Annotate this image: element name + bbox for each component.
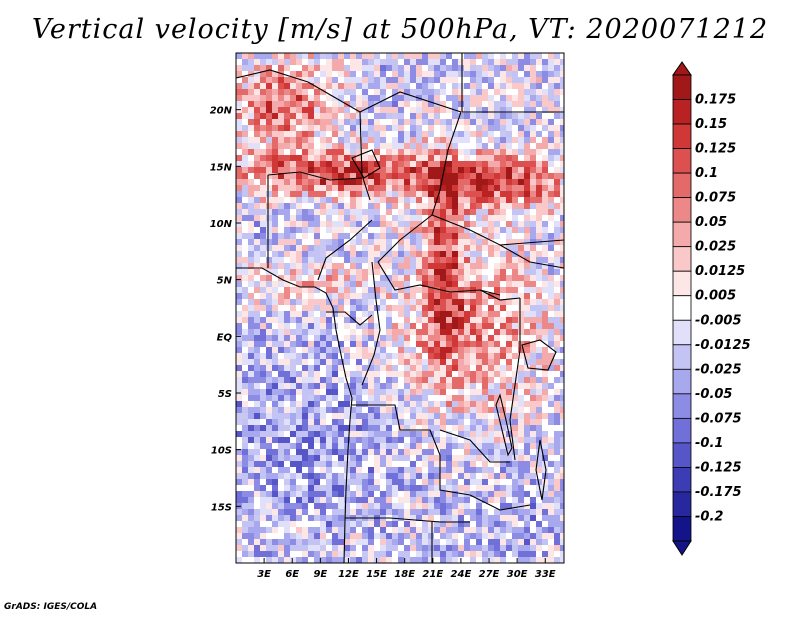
x-tick-label: 24E xyxy=(451,569,472,580)
border-cameroon-nigeria xyxy=(317,219,373,281)
x-tick-label: 30E xyxy=(507,569,528,580)
colorbar-label: 0.025 xyxy=(695,240,736,255)
colorbar-segment xyxy=(672,442,692,468)
x-tick-label: 33E xyxy=(535,569,556,580)
border-sudan-chad xyxy=(431,111,462,216)
x-tick-label: 3E xyxy=(257,569,271,580)
colorbar-segment xyxy=(672,467,692,493)
y-tick-label: 20N xyxy=(210,106,233,117)
border-chad-car xyxy=(377,214,433,263)
colorbar-segment xyxy=(672,417,692,444)
colorbar-label: -0.175 xyxy=(695,485,742,500)
colorbar-label: -0.075 xyxy=(695,411,742,426)
border-zambia-zimbabwe xyxy=(469,494,531,511)
x-tick-label: 12E xyxy=(338,569,359,580)
border-congo-drc xyxy=(361,261,381,386)
colorbar-label: 0.0125 xyxy=(695,264,745,279)
colorbar-segment xyxy=(672,319,692,346)
colorbar-segment xyxy=(672,74,692,100)
chart-title: Vertical velocity [m/s] at 500hPa, VT: 2… xyxy=(31,14,769,45)
border-algeria-niger xyxy=(236,69,309,83)
colorbar-label: -0.1 xyxy=(695,436,723,451)
colorbar-label: -0.005 xyxy=(695,313,742,328)
border-angola-namibia xyxy=(345,517,470,523)
colorbar-min-arrow xyxy=(672,540,692,556)
colorbar-label: -0.025 xyxy=(695,362,742,377)
grads-credit: GrADS: IGES/COLA xyxy=(4,602,98,612)
velocity-field xyxy=(236,53,564,563)
x-tick-label: 6E xyxy=(285,569,299,580)
colorbar-segment xyxy=(672,172,692,199)
colorbar-label: 0.1 xyxy=(695,166,718,181)
border-drc-southsudan xyxy=(479,289,521,301)
colorbar-label: 0.15 xyxy=(695,117,727,132)
map-frame xyxy=(235,52,565,564)
x-tick-label: 18E xyxy=(394,569,415,580)
y-axis-ticks: 20N 15N 10N 5N EQ 5S 10S 15S xyxy=(210,106,241,513)
colorbar-segment xyxy=(672,344,692,370)
colorbar-segment xyxy=(672,368,692,395)
x-tick-label: 15E xyxy=(366,569,387,580)
y-tick-label: 15S xyxy=(211,502,232,513)
colorbar-segment xyxy=(672,221,692,248)
border-gabon-congo xyxy=(326,311,373,326)
colorbar-label: 0.075 xyxy=(695,191,736,206)
x-axis-ticks: 3E 6E 9E 12E 15E 18E 21E 24E 27E 30E 33E xyxy=(257,558,556,580)
y-tick-label: 5S xyxy=(218,389,232,400)
border-drc-zambia xyxy=(439,429,510,463)
border-angola-zambia xyxy=(439,455,471,496)
colorbar-segment xyxy=(672,270,692,297)
colorbar-max-arrow xyxy=(672,61,692,76)
colorbar-label: 0.125 xyxy=(695,142,736,157)
colorbar-segment xyxy=(672,295,692,321)
border-nigeria-niger xyxy=(267,171,363,181)
colorbar-label: -0.125 xyxy=(695,460,742,475)
colorbar-segment xyxy=(672,491,692,517)
colorbar-segment xyxy=(672,393,692,419)
border-libya-chad xyxy=(359,91,462,113)
x-tick-label: 27E xyxy=(479,569,500,580)
lake-chad xyxy=(351,149,381,179)
colorbar-label: -0.2 xyxy=(695,509,723,524)
border-sudan-southsudan xyxy=(431,214,564,246)
border-car-drc xyxy=(377,261,501,296)
border-niger-libya xyxy=(307,81,361,113)
colorbar-segment xyxy=(672,516,692,542)
y-tick-label: 10N xyxy=(210,219,233,230)
colorbar-label: -0.05 xyxy=(695,387,732,402)
colorbar-label: -0.0125 xyxy=(695,338,751,353)
colorbar-segment xyxy=(672,123,692,149)
lake-malawi xyxy=(535,439,547,501)
colorbar-label: 0.005 xyxy=(695,289,736,304)
colorbar-segment xyxy=(672,197,692,223)
colorbar-segment xyxy=(672,246,692,272)
y-tick-label: 5N xyxy=(217,276,233,287)
colorbar-label: 0.05 xyxy=(695,215,727,230)
colorbar-segment xyxy=(672,99,692,125)
y-tick-label: EQ xyxy=(217,332,233,343)
lake-tanganyika xyxy=(495,393,513,457)
y-tick-label: 15N xyxy=(210,162,233,173)
lake-victoria xyxy=(521,339,557,371)
coastline-gulf-of-guinea xyxy=(236,267,353,563)
x-tick-label: 9E xyxy=(313,569,327,580)
border-drc-angola xyxy=(352,404,441,456)
colorbar-segment xyxy=(672,148,692,174)
border-east-africa xyxy=(509,298,521,461)
border-ethiopia xyxy=(499,244,564,269)
y-tick-label: 10S xyxy=(211,446,232,457)
country-borders xyxy=(236,53,564,563)
colorbar-label: 0.175 xyxy=(695,93,736,108)
x-tick-label: 21E xyxy=(422,569,443,580)
colorbar: 0.175 0.15 0.125 0.1 0.075 0.05 0.025 0.0125 0.0… xyxy=(672,61,751,556)
